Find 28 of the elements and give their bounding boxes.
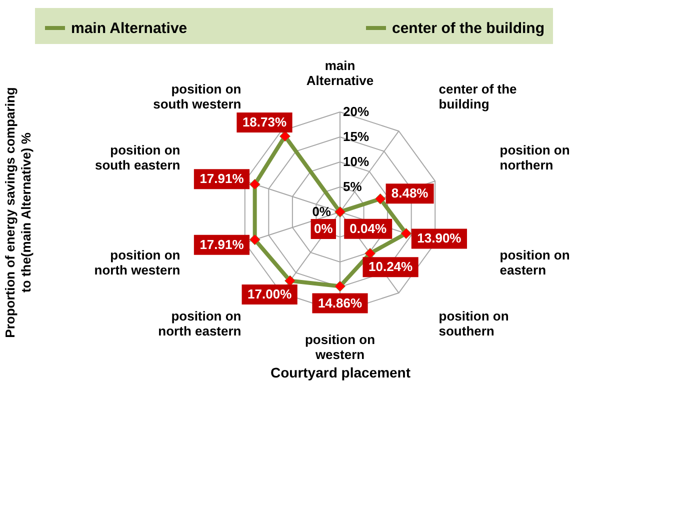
spoke-label: position on north western — [94, 248, 180, 278]
spoke-label: position on south eastern — [94, 142, 180, 172]
spoke-label: position on south western — [153, 81, 242, 112]
data-label: 18.73% — [242, 114, 287, 130]
text: center of the building — [392, 20, 544, 37]
y-tick-label: 5% — [343, 179, 362, 194]
data-label: 0.04% — [350, 220, 387, 236]
data-label: 0% — [314, 221, 334, 236]
spoke-label: center of the building — [438, 81, 517, 112]
spoke-label: position on western — [304, 332, 376, 362]
spoke-label: main Alternative — [306, 58, 374, 88]
y-tick-label: 15% — [343, 129, 370, 144]
data-label: 10.24% — [368, 259, 414, 274]
spoke-label: position on north eastern — [158, 308, 242, 339]
data-label: 8.48% — [391, 186, 429, 201]
text: Courtyard placement — [270, 364, 411, 380]
data-label: 17.91% — [200, 236, 244, 252]
spoke-label: position on northern — [500, 142, 570, 172]
spoke-label: position on eastern — [500, 248, 570, 278]
spoke-label: position on southern — [438, 308, 509, 339]
y-tick-label: 20% — [343, 104, 370, 119]
data-label: 17.00% — [248, 286, 292, 302]
data-label: 14.86% — [318, 295, 362, 310]
data-label: 17.91% — [200, 171, 244, 186]
legend-label: main Alternative — [71, 20, 188, 37]
data-label: 13.90% — [417, 230, 462, 246]
text: Proportion of energy savings comparing to the(main Alternative) % — [2, 87, 34, 338]
y-tick-label: 10% — [343, 154, 370, 169]
